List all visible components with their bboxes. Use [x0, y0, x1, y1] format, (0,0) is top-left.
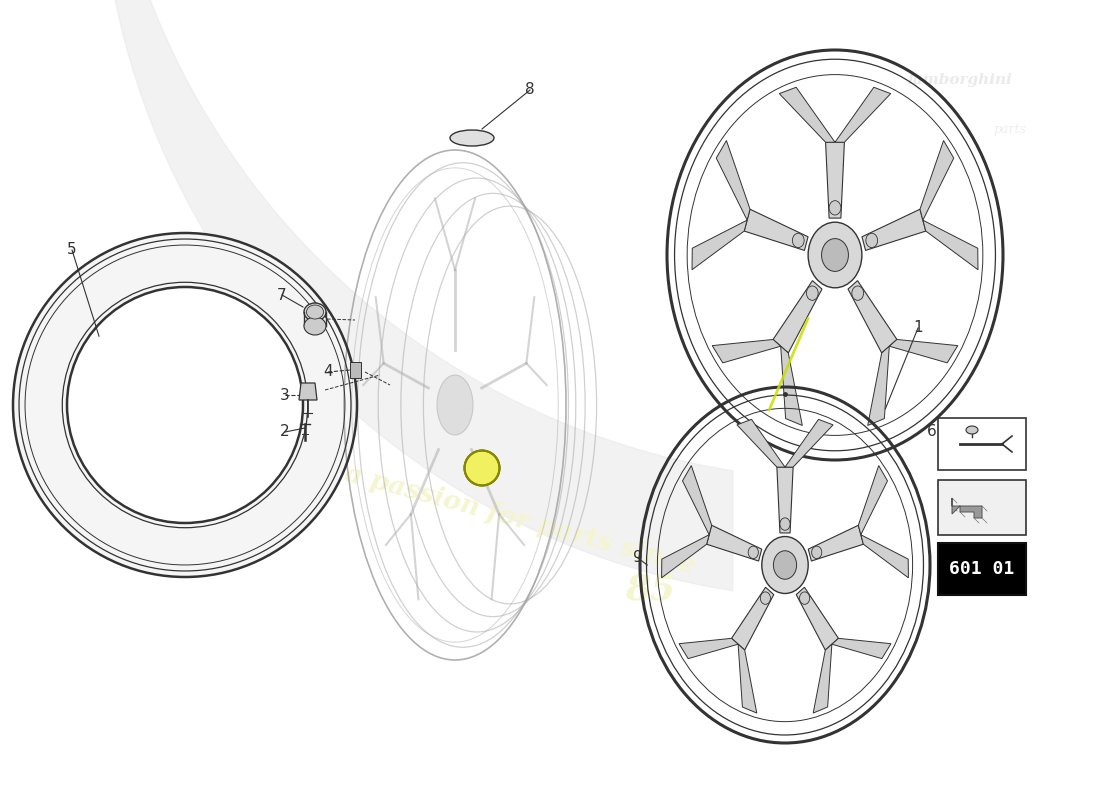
Ellipse shape [760, 592, 770, 604]
Ellipse shape [762, 537, 808, 594]
Ellipse shape [792, 234, 804, 248]
Ellipse shape [780, 518, 790, 530]
Polygon shape [868, 346, 889, 426]
FancyBboxPatch shape [938, 418, 1026, 470]
Text: 5: 5 [67, 242, 77, 258]
Polygon shape [889, 339, 958, 363]
Ellipse shape [866, 234, 878, 248]
Ellipse shape [806, 286, 818, 300]
Text: 8: 8 [525, 82, 535, 98]
FancyBboxPatch shape [938, 543, 1026, 595]
Text: 6: 6 [927, 425, 937, 439]
Text: 3: 3 [280, 387, 290, 402]
Ellipse shape [67, 287, 302, 523]
Ellipse shape [812, 546, 822, 558]
Ellipse shape [851, 286, 864, 300]
Polygon shape [832, 638, 891, 658]
Polygon shape [835, 87, 891, 142]
Ellipse shape [437, 375, 473, 435]
Polygon shape [848, 281, 896, 353]
Polygon shape [779, 87, 835, 142]
Ellipse shape [822, 238, 848, 271]
Polygon shape [661, 534, 710, 578]
Ellipse shape [304, 317, 326, 335]
Polygon shape [808, 526, 864, 561]
Polygon shape [706, 526, 761, 561]
FancyBboxPatch shape [938, 480, 1026, 535]
Ellipse shape [304, 303, 326, 321]
Ellipse shape [748, 546, 758, 558]
Ellipse shape [307, 305, 323, 319]
Polygon shape [923, 220, 978, 270]
Polygon shape [745, 210, 808, 250]
Polygon shape [712, 339, 781, 363]
Polygon shape [737, 419, 785, 467]
Polygon shape [679, 638, 738, 658]
Circle shape [464, 450, 499, 486]
Ellipse shape [13, 233, 358, 577]
Polygon shape [773, 281, 822, 353]
Polygon shape [738, 644, 757, 713]
Ellipse shape [808, 222, 862, 288]
Ellipse shape [450, 130, 494, 146]
Text: 601 01: 601 01 [949, 560, 1014, 578]
Polygon shape [796, 587, 838, 650]
Text: 85: 85 [625, 573, 675, 607]
Polygon shape [682, 466, 712, 534]
Text: 2: 2 [280, 425, 289, 439]
Text: lamborghini: lamborghini [908, 73, 1012, 87]
Polygon shape [826, 142, 845, 218]
Polygon shape [732, 587, 773, 650]
Polygon shape [777, 467, 793, 533]
Polygon shape [952, 498, 982, 518]
Polygon shape [858, 466, 888, 534]
Polygon shape [716, 141, 750, 220]
Polygon shape [813, 644, 832, 713]
Polygon shape [350, 362, 361, 378]
Polygon shape [692, 220, 747, 270]
Text: 7: 7 [277, 287, 287, 302]
Ellipse shape [773, 550, 796, 579]
Ellipse shape [800, 592, 810, 604]
Text: 9: 9 [634, 550, 642, 566]
Text: parts: parts [993, 123, 1026, 137]
Text: a passion for parts since: a passion for parts since [342, 461, 698, 579]
Ellipse shape [829, 201, 840, 215]
Text: 4: 4 [323, 365, 333, 379]
Polygon shape [920, 141, 954, 220]
Polygon shape [781, 346, 802, 426]
Ellipse shape [966, 426, 978, 434]
Polygon shape [861, 534, 909, 578]
Polygon shape [785, 419, 833, 467]
Text: 1: 1 [913, 321, 923, 335]
Polygon shape [299, 383, 317, 400]
Polygon shape [862, 210, 926, 250]
